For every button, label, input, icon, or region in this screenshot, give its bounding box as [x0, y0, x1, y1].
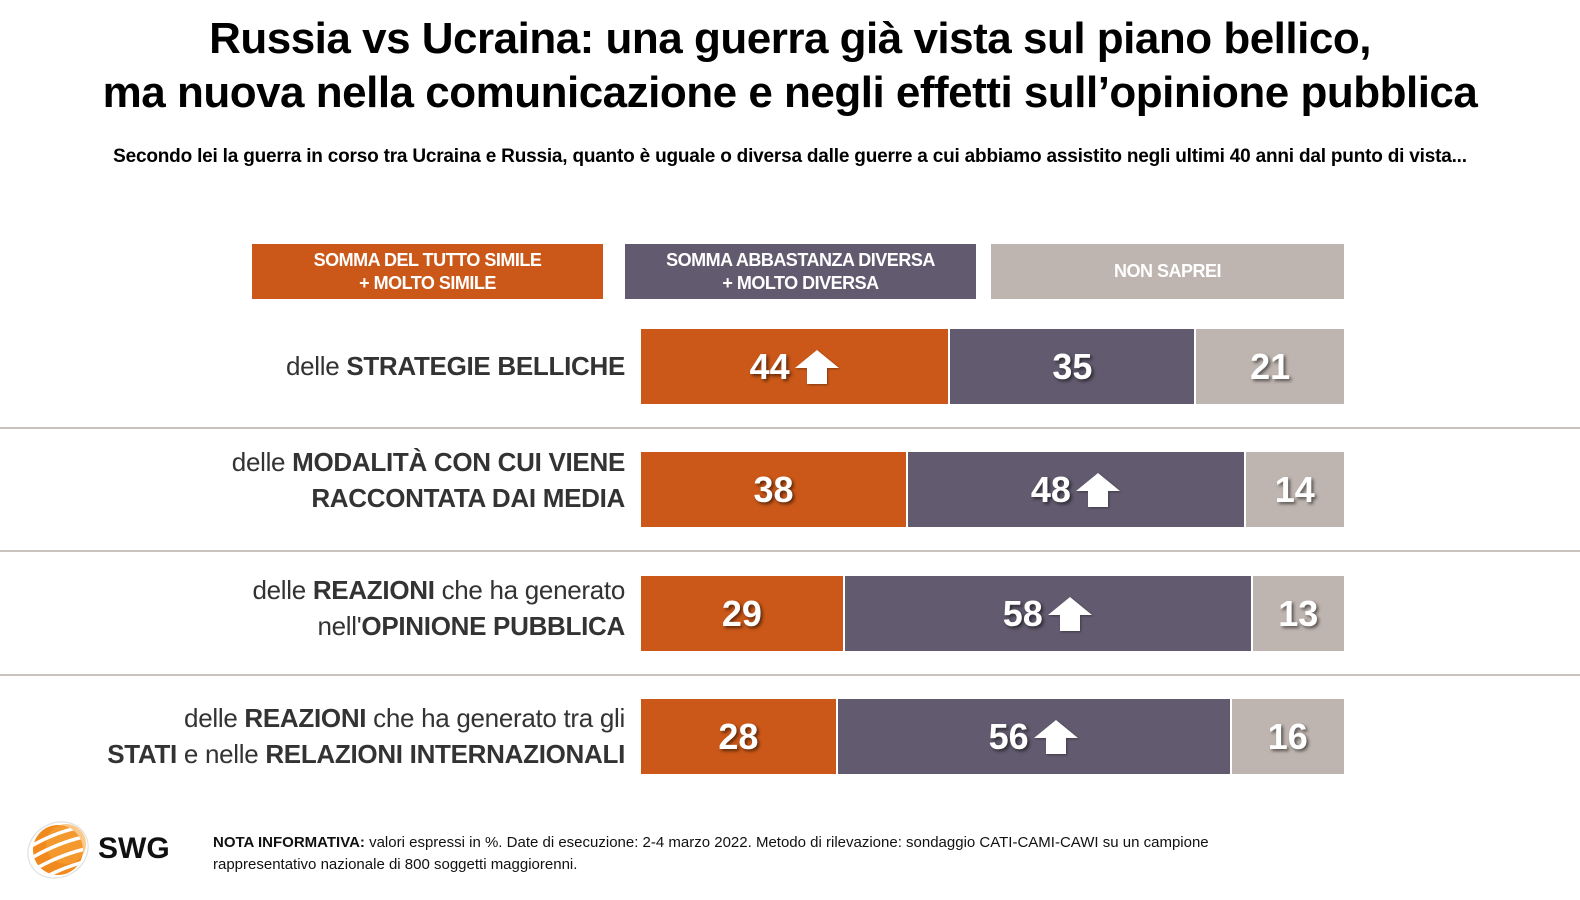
swg-logo-text: SWG	[98, 832, 170, 865]
data-label: 38	[753, 468, 794, 510]
row-label-bold-text: MODALITÀ CON CUI VIENE	[292, 447, 625, 477]
row-label-text: delle	[285, 351, 347, 381]
footer-note-label: NOTA INFORMATIVA:	[213, 834, 365, 851]
data-label: 21	[1250, 345, 1291, 387]
data-label: 28	[718, 715, 759, 757]
data-label: 29	[721, 592, 762, 634]
row-label: delle STRATEGIE BELLICHE	[286, 348, 625, 384]
row-divider	[0, 550, 1580, 552]
up-arrow-icon	[1047, 596, 1093, 632]
row-label-bold-text: STATI	[107, 739, 177, 769]
footer-note: NOTA INFORMATIVA: valori espressi in %. …	[213, 832, 1313, 876]
data-label: 35	[1052, 345, 1093, 387]
row-label: delle REAZIONI che ha generato nell'OPINI…	[252, 572, 625, 644]
legend-non-saprei-label: NON SAPREI	[1113, 261, 1222, 281]
bar-segment-diversa: 58	[844, 576, 1251, 651]
bar-segment-simile: 44	[641, 329, 949, 404]
row-label: delle MODALITÀ CON CUI VIENE RACCONTATA D…	[231, 444, 626, 516]
title-line-2: ma nuova nella comunicazione e negli eff…	[102, 68, 1478, 117]
data-label: 48	[1030, 468, 1071, 510]
swg-globe-icon	[27, 821, 89, 879]
legend-non-saprei: NON SAPREI	[991, 244, 1344, 299]
up-arrow-icon	[1075, 472, 1121, 508]
up-arrow-icon	[794, 349, 840, 385]
bar-row: 38 48 14	[641, 452, 1344, 527]
bar-segment-non-saprei: 16	[1231, 699, 1344, 774]
bar-row: 44 35 21	[641, 329, 1344, 404]
data-label: 16	[1267, 715, 1308, 757]
row-label-text: delle	[252, 575, 313, 605]
bar-segment-simile: 38	[641, 452, 907, 527]
data-label: 58	[1002, 592, 1043, 634]
row-label-bold-text: RELAZIONI INTERNAZIONALI	[265, 739, 625, 769]
bar-segment-diversa: 56	[837, 699, 1230, 774]
question-subtitle: Secondo lei la guerra in corso tra Ucrai…	[113, 146, 1467, 167]
row-label-text: delle	[184, 703, 245, 733]
row-label-text: nell'	[317, 611, 362, 641]
row-label-bold-text: REAZIONI	[312, 575, 435, 605]
data-label: 14	[1274, 468, 1315, 510]
bar-segment-simile: 29	[641, 576, 843, 651]
bar-segment-non-saprei: 13	[1252, 576, 1344, 651]
bar-row: 29 58 13	[641, 576, 1344, 651]
row-label-bold-text: RACCONTATA DAI MEDIA	[311, 483, 625, 513]
bar-segment-simile: 28	[641, 699, 836, 774]
row-divider	[0, 427, 1580, 429]
row-label-text: che ha generato	[434, 575, 626, 605]
footer-note-text: valori espressi in %. Date di esecuzione…	[213, 834, 1209, 873]
title-line-1: Russia vs Ucraina: una guerra già vista …	[209, 14, 1371, 63]
bar-segment-non-saprei: 14	[1245, 452, 1344, 527]
row-label-bold-text: STRATEGIE BELLICHE	[346, 351, 625, 381]
bar-segment-diversa: 35	[950, 329, 1195, 404]
row-divider	[0, 674, 1580, 676]
row-label-text: delle	[231, 447, 293, 477]
data-label: 44	[749, 345, 790, 387]
bar-segment-non-saprei: 21	[1196, 329, 1344, 404]
row-label-bold-text: OPINIONE PUBBLICA	[361, 611, 625, 641]
legend-diversa: SOMMA ABBASTANZA DIVERSA + MOLTO DIVERSA	[625, 244, 976, 299]
data-label: 56	[988, 715, 1029, 757]
bar-segment-diversa: 48	[908, 452, 1244, 527]
legend-diversa-line1: SOMMA ABBASTANZA DIVERSA	[666, 249, 935, 270]
legend-simile-line1: SOMMA DEL TUTTO SIMILE	[313, 249, 542, 270]
legend-diversa-line2: + MOLTO DIVERSA	[722, 272, 879, 293]
data-label: 13	[1278, 592, 1319, 634]
legend-simile-line2: + MOLTO SIMILE	[359, 272, 496, 293]
row-label: delle REAZIONI che ha generato tra gli ST…	[107, 700, 625, 772]
row-label-bold-text: REAZIONI	[244, 703, 367, 733]
row-label-text: e nelle	[176, 739, 266, 769]
up-arrow-icon	[1033, 719, 1079, 755]
row-label-text: che ha generato tra gli	[366, 703, 625, 733]
legend-simile: SOMMA DEL TUTTO SIMILE + MOLTO SIMILE	[252, 244, 603, 299]
bar-row: 28 56 16	[641, 699, 1344, 774]
page-title: Russia vs Ucraina: una guerra già vista …	[0, 12, 1580, 120]
